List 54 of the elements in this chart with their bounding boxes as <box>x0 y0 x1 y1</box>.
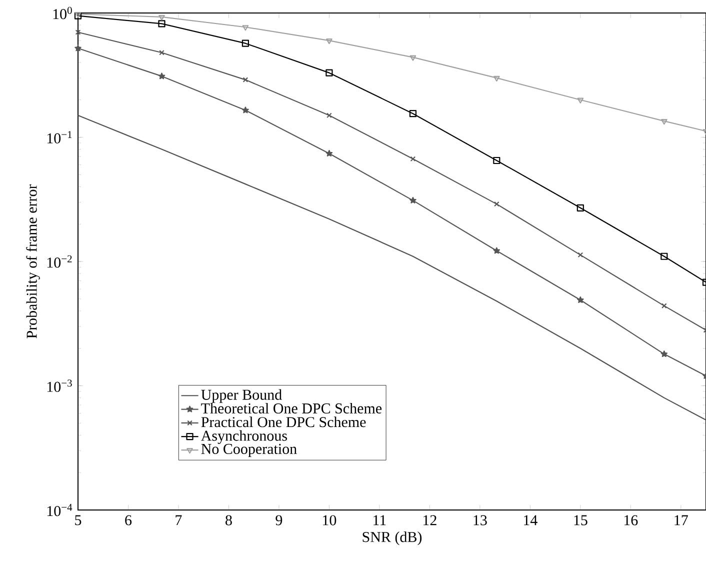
legend-label: Upper Bound <box>201 389 282 403</box>
x-tick-label: 10 <box>323 515 336 526</box>
point <box>494 201 500 207</box>
point <box>158 14 165 20</box>
point <box>578 252 584 258</box>
point <box>409 110 417 118</box>
point <box>410 196 416 204</box>
point <box>661 119 668 125</box>
x-tick-label: 17 <box>674 515 688 526</box>
point <box>410 156 416 162</box>
point <box>242 106 249 114</box>
point <box>493 247 500 254</box>
legend-label: Practical One DPC Scheme <box>201 416 366 428</box>
point <box>660 350 668 358</box>
y-tick-label: 10$^{−1}$ <box>47 131 72 144</box>
point <box>326 69 333 76</box>
x-tick-label: 14 <box>524 515 538 526</box>
x-tick-label: 16 <box>624 515 638 526</box>
point <box>661 303 667 308</box>
point <box>158 72 166 80</box>
point <box>158 20 166 28</box>
point <box>326 112 332 118</box>
x-tick-label: 15 <box>574 515 588 526</box>
point <box>74 44 82 52</box>
point <box>660 252 668 260</box>
point <box>242 40 250 47</box>
point <box>242 77 248 82</box>
point <box>577 296 584 303</box>
point <box>242 25 249 31</box>
x-tick-label: 12 <box>424 515 436 526</box>
x-tick-label: 11 <box>374 515 386 526</box>
point <box>577 98 584 104</box>
y-tick-label: 10$^{−2}$ <box>47 255 72 268</box>
point <box>326 38 332 44</box>
x-tick-label: 5 <box>75 515 82 526</box>
y-axis-title: Probability of frame error <box>26 184 40 338</box>
point <box>410 55 416 61</box>
legend-label: Asynchronous <box>200 430 287 444</box>
x-tick-label: 6 <box>125 515 132 526</box>
y-tick-label: 10$^{−3}$ <box>47 380 72 392</box>
x-tick-label: 13 <box>474 515 487 526</box>
point <box>493 156 500 164</box>
legend-label: Theoretical One DPC Scheme <box>201 402 382 414</box>
point <box>494 76 500 82</box>
point <box>326 150 333 156</box>
x-axis-title: SNR (dB) <box>362 532 422 546</box>
legend-label: No Cooperation <box>201 444 297 458</box>
point <box>159 50 164 56</box>
y-tick-label: 10$^{0}$ <box>53 6 72 20</box>
y-tick-label: 10$^{−4}$ <box>47 504 72 516</box>
x-tick-label: 8 <box>226 515 232 526</box>
x-tick-label: 9 <box>276 515 282 526</box>
x-tick-label: 7 <box>176 515 182 526</box>
point <box>576 204 584 212</box>
